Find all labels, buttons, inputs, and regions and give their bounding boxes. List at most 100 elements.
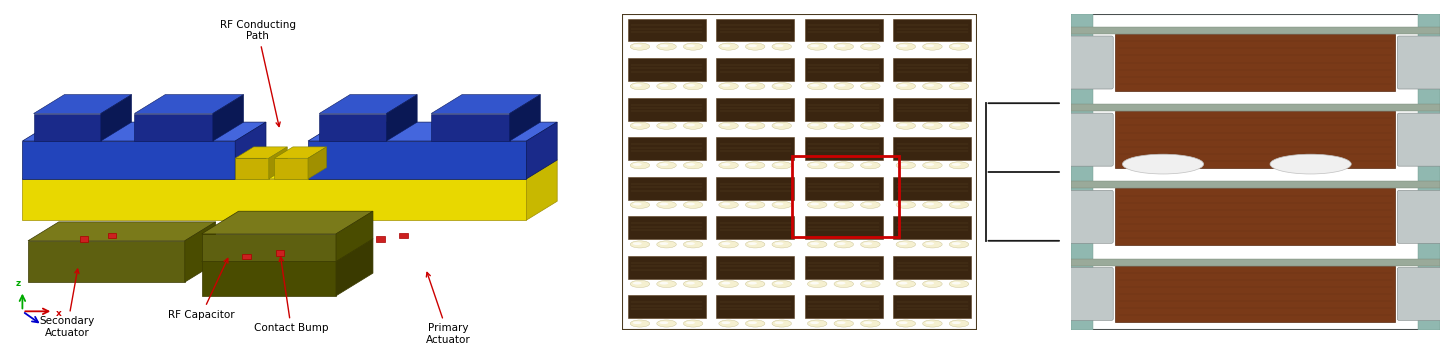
- Polygon shape: [101, 95, 132, 141]
- FancyBboxPatch shape: [1069, 190, 1113, 243]
- Ellipse shape: [632, 44, 641, 47]
- Ellipse shape: [632, 84, 641, 87]
- Bar: [275, 250, 285, 256]
- Ellipse shape: [657, 162, 676, 169]
- Ellipse shape: [925, 242, 935, 245]
- Ellipse shape: [925, 321, 935, 324]
- Ellipse shape: [864, 84, 873, 87]
- Ellipse shape: [722, 163, 731, 166]
- Ellipse shape: [719, 83, 738, 90]
- Ellipse shape: [657, 122, 676, 129]
- Ellipse shape: [952, 44, 961, 47]
- Ellipse shape: [631, 43, 650, 50]
- Ellipse shape: [836, 282, 845, 284]
- Text: RF Capacitor: RF Capacitor: [168, 258, 234, 320]
- Ellipse shape: [773, 201, 792, 208]
- Text: Secondary
Actuator: Secondary Actuator: [39, 269, 96, 338]
- Ellipse shape: [719, 43, 738, 50]
- Bar: [716, 19, 794, 42]
- Ellipse shape: [833, 320, 854, 327]
- Ellipse shape: [774, 44, 783, 47]
- Bar: [893, 256, 971, 279]
- Ellipse shape: [1270, 154, 1351, 174]
- Ellipse shape: [833, 83, 854, 90]
- Ellipse shape: [686, 123, 695, 126]
- Polygon shape: [22, 160, 557, 179]
- Ellipse shape: [923, 162, 942, 169]
- Ellipse shape: [864, 44, 873, 47]
- Polygon shape: [201, 211, 373, 234]
- Ellipse shape: [833, 122, 854, 129]
- Bar: [1418, 14, 1440, 330]
- Bar: [628, 19, 706, 42]
- Ellipse shape: [748, 203, 757, 205]
- Ellipse shape: [861, 320, 880, 327]
- Ellipse shape: [722, 84, 731, 87]
- Bar: [893, 137, 971, 160]
- Ellipse shape: [949, 162, 968, 169]
- Ellipse shape: [722, 44, 731, 47]
- Ellipse shape: [660, 84, 669, 87]
- Ellipse shape: [949, 280, 968, 288]
- Ellipse shape: [833, 280, 854, 288]
- Ellipse shape: [896, 241, 916, 248]
- Bar: [893, 177, 971, 200]
- Ellipse shape: [861, 122, 880, 129]
- Ellipse shape: [773, 43, 792, 50]
- Ellipse shape: [774, 163, 783, 166]
- Bar: [716, 295, 794, 319]
- Ellipse shape: [923, 201, 942, 208]
- Ellipse shape: [899, 84, 907, 87]
- Ellipse shape: [952, 84, 961, 87]
- Ellipse shape: [807, 241, 826, 248]
- Ellipse shape: [810, 203, 819, 205]
- Ellipse shape: [896, 162, 916, 169]
- Ellipse shape: [657, 43, 676, 50]
- Polygon shape: [236, 122, 266, 179]
- Ellipse shape: [896, 280, 916, 288]
- Ellipse shape: [864, 203, 873, 205]
- Text: x: x: [56, 309, 62, 318]
- Ellipse shape: [745, 122, 765, 129]
- Ellipse shape: [686, 282, 695, 284]
- Bar: [107, 233, 116, 238]
- Polygon shape: [527, 160, 557, 220]
- Polygon shape: [336, 239, 373, 296]
- Ellipse shape: [899, 123, 907, 126]
- Polygon shape: [22, 179, 527, 220]
- Polygon shape: [308, 122, 557, 141]
- Ellipse shape: [774, 242, 783, 245]
- Text: RF Conducting
Path: RF Conducting Path: [220, 20, 295, 127]
- Ellipse shape: [810, 242, 819, 245]
- Text: z: z: [16, 279, 20, 288]
- Ellipse shape: [949, 122, 968, 129]
- Polygon shape: [201, 234, 336, 261]
- Ellipse shape: [925, 84, 935, 87]
- Ellipse shape: [748, 242, 757, 245]
- Bar: [805, 137, 883, 160]
- Ellipse shape: [864, 282, 873, 284]
- Ellipse shape: [660, 242, 669, 245]
- Ellipse shape: [748, 123, 757, 126]
- Ellipse shape: [807, 280, 826, 288]
- Ellipse shape: [773, 320, 792, 327]
- Bar: [628, 216, 706, 239]
- Polygon shape: [236, 158, 269, 179]
- Ellipse shape: [896, 43, 916, 50]
- Text: Contact Bump: Contact Bump: [253, 257, 328, 333]
- Bar: [893, 295, 971, 319]
- FancyBboxPatch shape: [1398, 36, 1441, 89]
- Ellipse shape: [949, 83, 968, 90]
- Ellipse shape: [631, 162, 650, 169]
- Bar: [805, 177, 883, 200]
- Polygon shape: [33, 95, 132, 114]
- Ellipse shape: [833, 201, 854, 208]
- FancyBboxPatch shape: [1398, 113, 1441, 166]
- Ellipse shape: [631, 280, 650, 288]
- Bar: [1116, 189, 1395, 245]
- Ellipse shape: [632, 321, 641, 324]
- Ellipse shape: [657, 83, 676, 90]
- Ellipse shape: [836, 321, 845, 324]
- Ellipse shape: [923, 43, 942, 50]
- Bar: [893, 19, 971, 42]
